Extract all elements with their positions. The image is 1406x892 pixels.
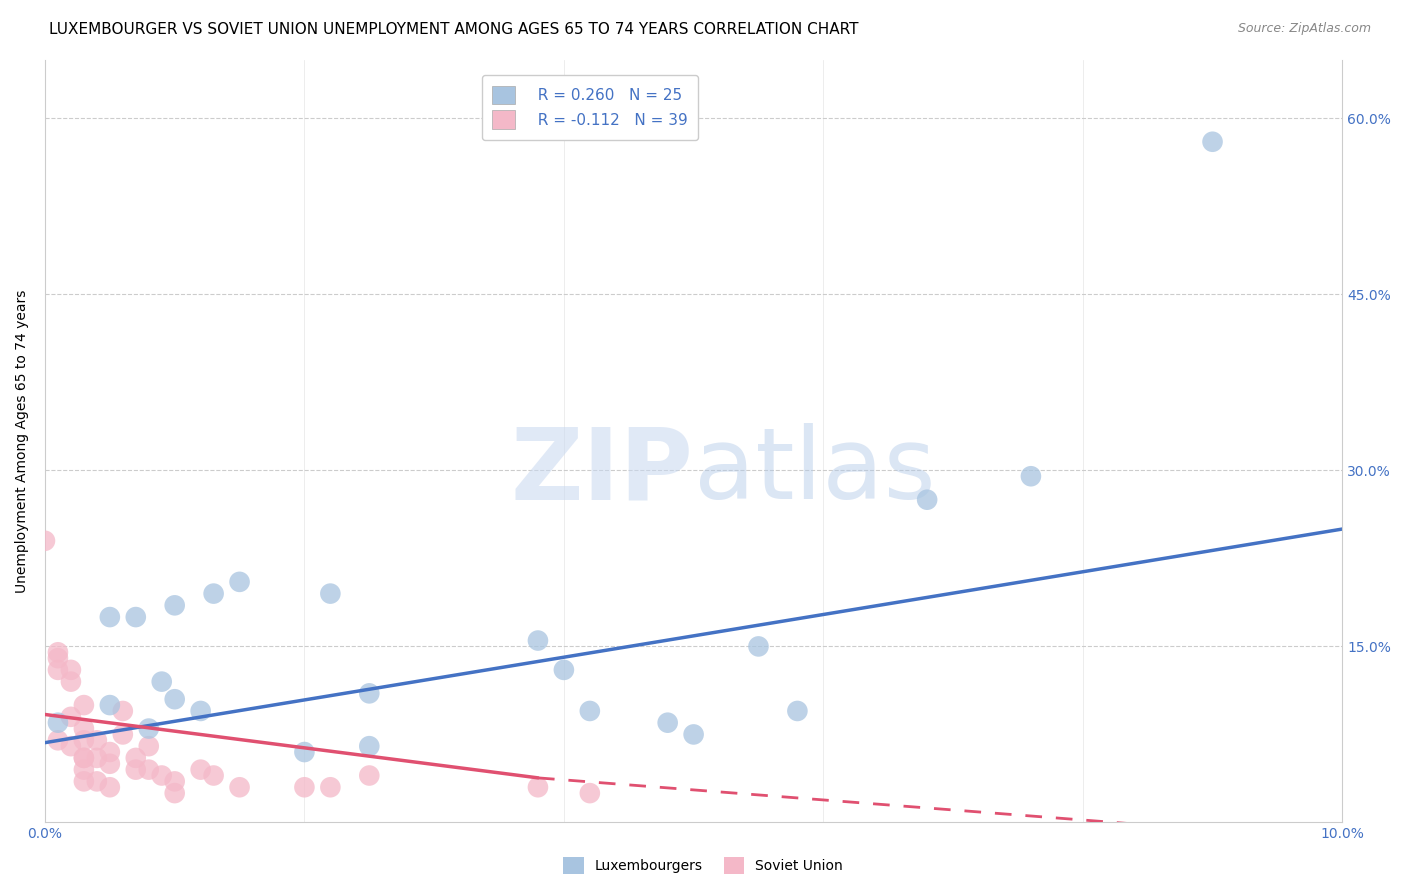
Point bbox=[59, 739, 82, 754]
Legend: Luxembourgers, Soviet Union: Luxembourgers, Soviet Union bbox=[555, 850, 851, 880]
Point bbox=[138, 722, 160, 736]
Text: atlas: atlas bbox=[693, 423, 935, 520]
Point bbox=[150, 768, 173, 782]
Point bbox=[125, 751, 148, 765]
Point bbox=[98, 698, 121, 712]
Point bbox=[190, 704, 212, 718]
Point bbox=[163, 599, 186, 613]
Point bbox=[682, 727, 704, 741]
Point bbox=[747, 640, 769, 654]
Point bbox=[46, 663, 69, 677]
Point bbox=[73, 698, 96, 712]
Point bbox=[138, 763, 160, 777]
Point bbox=[59, 674, 82, 689]
Point bbox=[98, 756, 121, 771]
Point bbox=[125, 763, 148, 777]
Point bbox=[86, 733, 108, 747]
Point bbox=[786, 704, 808, 718]
Point bbox=[319, 780, 342, 795]
Point bbox=[98, 745, 121, 759]
Point bbox=[86, 751, 108, 765]
Point bbox=[125, 610, 148, 624]
Point bbox=[553, 663, 575, 677]
Text: ZIP: ZIP bbox=[510, 423, 693, 520]
Point bbox=[138, 739, 160, 754]
Point bbox=[46, 733, 69, 747]
Point bbox=[73, 733, 96, 747]
Point bbox=[73, 751, 96, 765]
Point bbox=[190, 763, 212, 777]
Y-axis label: Unemployment Among Ages 65 to 74 years: Unemployment Among Ages 65 to 74 years bbox=[15, 289, 30, 592]
Point bbox=[34, 533, 56, 548]
Point bbox=[915, 492, 938, 507]
Point bbox=[228, 780, 250, 795]
Point bbox=[202, 586, 225, 600]
Point bbox=[579, 704, 602, 718]
Point bbox=[46, 645, 69, 659]
Point bbox=[202, 768, 225, 782]
Point bbox=[111, 704, 134, 718]
Point bbox=[657, 715, 679, 730]
Point bbox=[98, 780, 121, 795]
Point bbox=[359, 739, 381, 754]
Point bbox=[527, 633, 550, 648]
Point bbox=[111, 727, 134, 741]
Point bbox=[527, 780, 550, 795]
Point bbox=[59, 663, 82, 677]
Point bbox=[98, 610, 121, 624]
Point bbox=[59, 710, 82, 724]
Point bbox=[46, 651, 69, 665]
Text: LUXEMBOURGER VS SOVIET UNION UNEMPLOYMENT AMONG AGES 65 TO 74 YEARS CORRELATION : LUXEMBOURGER VS SOVIET UNION UNEMPLOYMEN… bbox=[49, 22, 859, 37]
Point bbox=[163, 774, 186, 789]
Point bbox=[228, 574, 250, 589]
Point bbox=[294, 745, 316, 759]
Point bbox=[73, 751, 96, 765]
Point bbox=[579, 786, 602, 800]
Point bbox=[319, 586, 342, 600]
Point bbox=[359, 686, 381, 700]
Point bbox=[73, 774, 96, 789]
Point bbox=[163, 692, 186, 706]
Legend:   R = 0.260   N = 25,   R = -0.112   N = 39: R = 0.260 N = 25, R = -0.112 N = 39 bbox=[482, 75, 697, 140]
Point bbox=[46, 715, 69, 730]
Point bbox=[1201, 135, 1223, 149]
Text: Source: ZipAtlas.com: Source: ZipAtlas.com bbox=[1237, 22, 1371, 36]
Point bbox=[359, 768, 381, 782]
Point bbox=[163, 786, 186, 800]
Point bbox=[1019, 469, 1042, 483]
Point bbox=[73, 722, 96, 736]
Point bbox=[86, 774, 108, 789]
Point bbox=[150, 674, 173, 689]
Point bbox=[73, 763, 96, 777]
Point bbox=[294, 780, 316, 795]
